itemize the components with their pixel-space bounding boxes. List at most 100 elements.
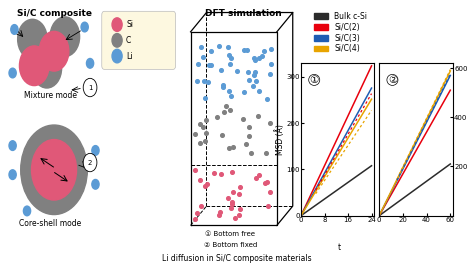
- Point: [245, 78, 253, 82]
- FancyBboxPatch shape: [102, 11, 175, 69]
- Point: [264, 204, 272, 208]
- Point: [215, 44, 223, 48]
- Point: [213, 115, 221, 119]
- Point: [216, 210, 223, 214]
- Circle shape: [32, 48, 62, 88]
- Text: 2: 2: [88, 160, 92, 165]
- Point: [191, 217, 199, 221]
- Text: 1: 1: [88, 84, 92, 90]
- Text: ①: ①: [310, 75, 319, 85]
- Point: [219, 85, 227, 89]
- Point: [228, 200, 236, 204]
- Circle shape: [50, 17, 80, 57]
- Circle shape: [39, 31, 69, 71]
- Point: [255, 89, 263, 93]
- Point: [255, 173, 263, 178]
- Circle shape: [18, 19, 47, 59]
- Point: [202, 131, 210, 135]
- Point: [204, 80, 212, 84]
- Circle shape: [11, 25, 18, 34]
- Point: [200, 79, 207, 83]
- Text: Si/C composite: Si/C composite: [17, 9, 91, 18]
- Point: [263, 179, 271, 184]
- Point: [226, 108, 234, 112]
- Point: [229, 145, 237, 149]
- Point: [191, 132, 199, 136]
- Legend: Bulk c-Si, Si/C(2), Si/C(3), Si/C(4): Bulk c-Si, Si/C(2), Si/C(3), Si/C(4): [314, 12, 367, 53]
- Point: [266, 190, 273, 195]
- Point: [193, 78, 201, 83]
- Text: DFT simulation: DFT simulation: [205, 9, 282, 18]
- Point: [239, 117, 247, 122]
- Point: [227, 205, 235, 210]
- Circle shape: [92, 146, 99, 155]
- Point: [235, 192, 243, 196]
- Point: [252, 176, 259, 180]
- Point: [199, 124, 206, 129]
- Text: ②: ②: [388, 75, 397, 85]
- Text: t: t: [337, 243, 340, 252]
- Text: Li diffusion in Si/C composite materials: Li diffusion in Si/C composite materials: [162, 254, 312, 263]
- Point: [261, 49, 268, 54]
- Point: [218, 68, 225, 72]
- Circle shape: [21, 125, 87, 215]
- Point: [242, 141, 250, 146]
- Circle shape: [31, 140, 76, 200]
- Point: [266, 121, 273, 125]
- Point: [225, 89, 233, 93]
- Point: [203, 118, 210, 122]
- Point: [255, 56, 263, 60]
- Point: [245, 133, 253, 138]
- Point: [216, 213, 223, 217]
- Circle shape: [112, 18, 122, 31]
- Point: [201, 139, 209, 144]
- Point: [224, 196, 232, 201]
- Point: [251, 58, 259, 62]
- Point: [250, 73, 257, 77]
- Point: [243, 48, 250, 52]
- Point: [208, 63, 215, 67]
- Point: [240, 90, 247, 94]
- Circle shape: [83, 78, 97, 97]
- Point: [218, 133, 226, 137]
- Text: Mixture mode: Mixture mode: [24, 91, 77, 100]
- Point: [252, 79, 260, 84]
- Point: [231, 216, 238, 220]
- Point: [208, 48, 215, 53]
- Point: [258, 53, 265, 58]
- Point: [198, 204, 205, 208]
- Y-axis label: MSD (Å): MSD (Å): [275, 124, 285, 155]
- Circle shape: [112, 34, 122, 47]
- Point: [249, 84, 256, 88]
- Circle shape: [9, 141, 16, 150]
- Point: [228, 203, 236, 207]
- Point: [202, 95, 210, 100]
- Point: [227, 62, 234, 67]
- Point: [220, 110, 228, 114]
- Point: [217, 172, 225, 176]
- Point: [247, 150, 255, 155]
- Point: [194, 62, 202, 66]
- Point: [237, 207, 244, 211]
- Point: [197, 141, 204, 145]
- Circle shape: [112, 49, 122, 63]
- Point: [267, 62, 274, 66]
- Point: [263, 97, 271, 101]
- Point: [266, 72, 274, 76]
- Text: Core-shell mode: Core-shell mode: [19, 219, 82, 228]
- Circle shape: [23, 206, 31, 216]
- Point: [227, 94, 234, 98]
- Point: [262, 151, 269, 155]
- Point: [203, 181, 210, 186]
- Text: ① Bottom free: ① Bottom free: [205, 231, 255, 237]
- Point: [236, 213, 243, 217]
- Point: [228, 56, 235, 60]
- Circle shape: [19, 46, 49, 85]
- Point: [254, 114, 262, 118]
- Circle shape: [9, 68, 16, 78]
- Point: [196, 122, 204, 127]
- Point: [197, 45, 204, 49]
- Circle shape: [83, 153, 97, 172]
- Point: [200, 55, 207, 59]
- Point: [219, 83, 227, 87]
